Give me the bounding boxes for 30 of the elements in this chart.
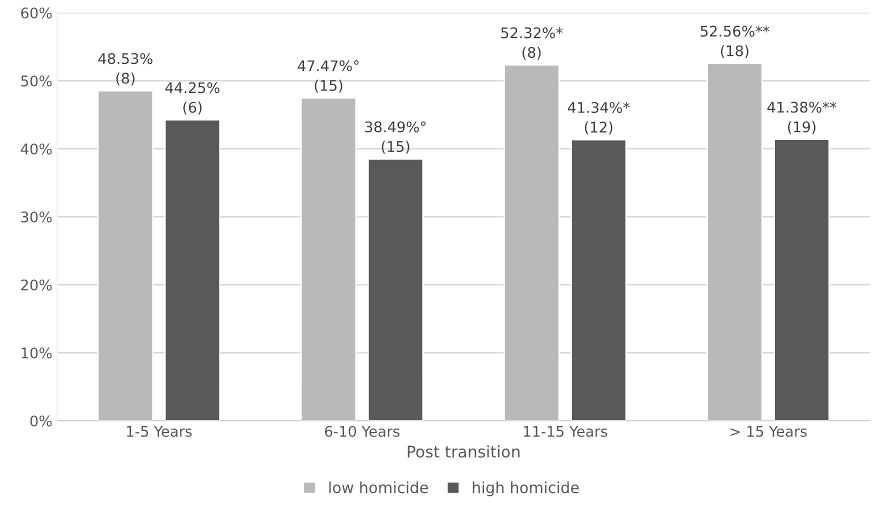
x-tick-label: 11-15 Years (524, 426, 608, 437)
data-label: 44.25% (6) (165, 82, 220, 115)
x-tick-label: 6-10 Years (324, 426, 400, 437)
bar (706, 62, 763, 421)
x-axis-title: Post transition (408, 445, 520, 458)
data-label: 41.34%* (12) (568, 102, 630, 134)
data-label: 38.49%° (15) (365, 121, 426, 154)
data-label: 52.32%* (8) (501, 27, 563, 60)
bar (97, 90, 154, 421)
y-tick-label: 30% (21, 211, 52, 222)
bar (504, 64, 560, 421)
y-tick-label: 60% (21, 7, 52, 18)
x-tick-label: > 15 Years (730, 426, 807, 437)
legend-label: high homicide (472, 481, 579, 496)
y-tick-label: 50% (21, 75, 52, 86)
bar (367, 158, 424, 421)
y-tick-label: 20% (21, 279, 52, 290)
y-tick-label: 10% (22, 347, 52, 358)
data-label: 41.38%** (19) (767, 102, 836, 134)
bar (164, 119, 221, 421)
data-label: 52.56%** (18) (700, 26, 770, 58)
y-tick-label: 40% (20, 143, 52, 154)
bar (570, 138, 627, 421)
y-tick-label: 0% (30, 415, 52, 426)
data-label: 47.47%° (15) (298, 60, 359, 93)
x-tick-label: 1-5 Years (127, 426, 192, 437)
data-label: 48.53% (8) (98, 53, 152, 86)
legend-label: low homicide (329, 481, 428, 494)
bar (300, 97, 357, 421)
bar (774, 138, 830, 421)
